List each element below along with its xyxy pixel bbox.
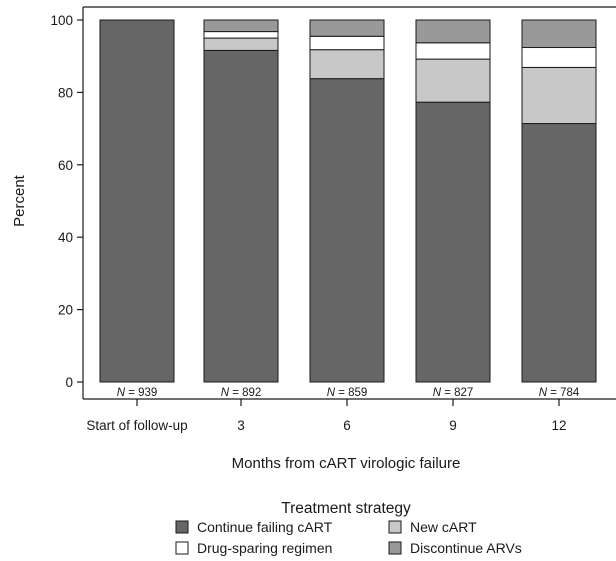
bar-segment-new-cart [415,58,491,103]
bar-segment-discontinue-arvs [203,19,279,33]
legend-title: Treatment strategy [281,500,411,517]
legend-swatch [388,520,402,534]
bar-segment-drug-sparing-regimen [415,42,491,60]
bar-segment-continue-failing-cart [203,49,279,383]
x-axis: Start of follow-up 3 6 9 12 [86,399,567,433]
x-tick-label: Start of follow-up [86,418,187,433]
bar-segment-discontinue-arvs [309,19,385,37]
bar-stack [521,19,597,383]
bars [99,19,597,383]
bar-segment-drug-sparing-regimen [521,47,597,68]
legend-item: Continue failing cART [175,519,333,535]
bar-segment-continue-failing-cart [521,123,597,383]
legend-item: New cART [388,519,477,535]
y-tick-label: 0 [65,375,73,390]
legend-label: Drug-sparing regimen [197,540,332,556]
x-tick-label: 3 [237,418,245,433]
bar-segment-drug-sparing-regimen [203,31,279,39]
legend-label: Discontinue ARVs [410,540,522,556]
n-label: N = 784 [539,387,580,399]
bar-segment-new-cart [309,49,385,80]
y-axis-title: Percent [11,174,28,227]
n-labels: N = 939 N = 892 N = 859 N = 827 N = 784 [117,387,580,399]
bar-stack [309,19,385,383]
legend-swatch [388,541,402,555]
y-tick-label: 20 [58,303,73,318]
plot-frame [82,6,616,400]
n-label: N = 827 [433,387,474,399]
legend-item: Discontinue ARVs [388,540,522,556]
legend-label: Continue failing cART [197,519,333,535]
n-label: N = 859 [327,387,368,399]
bar-segment-new-cart [203,37,279,51]
legend: Treatment strategy Continue failing cART… [175,500,522,556]
x-tick-label: 9 [449,418,457,433]
bar-stack [203,19,279,383]
x-tick-label: 6 [343,418,351,433]
bar-segment-new-cart [521,66,597,125]
bar-stack [415,19,491,383]
y-tick-label: 40 [58,230,73,245]
bar-segment-continue-failing-cart [99,19,175,383]
bar-segment-continue-failing-cart [309,78,385,383]
legend-item: Drug-sparing regimen [175,540,332,556]
bar-segment-continue-failing-cart [415,101,491,383]
n-label: N = 939 [117,387,158,399]
legend-swatch [175,541,189,555]
x-axis-title: Months from cART virologic failure [232,455,461,472]
legend-swatch [175,520,189,534]
y-tick-label: 100 [50,13,73,28]
bar-stack [99,19,175,383]
legend-label: New cART [410,519,477,535]
bar-segment-discontinue-arvs [521,19,597,49]
n-label: N = 892 [221,387,262,399]
y-axis: 0 20 40 60 80 100 [50,13,83,390]
bar-segment-drug-sparing-regimen [309,35,385,51]
bar-segment-discontinue-arvs [415,19,491,44]
x-tick-label: 12 [551,418,566,433]
y-tick-label: 60 [58,158,73,173]
y-tick-label: 80 [58,85,73,100]
